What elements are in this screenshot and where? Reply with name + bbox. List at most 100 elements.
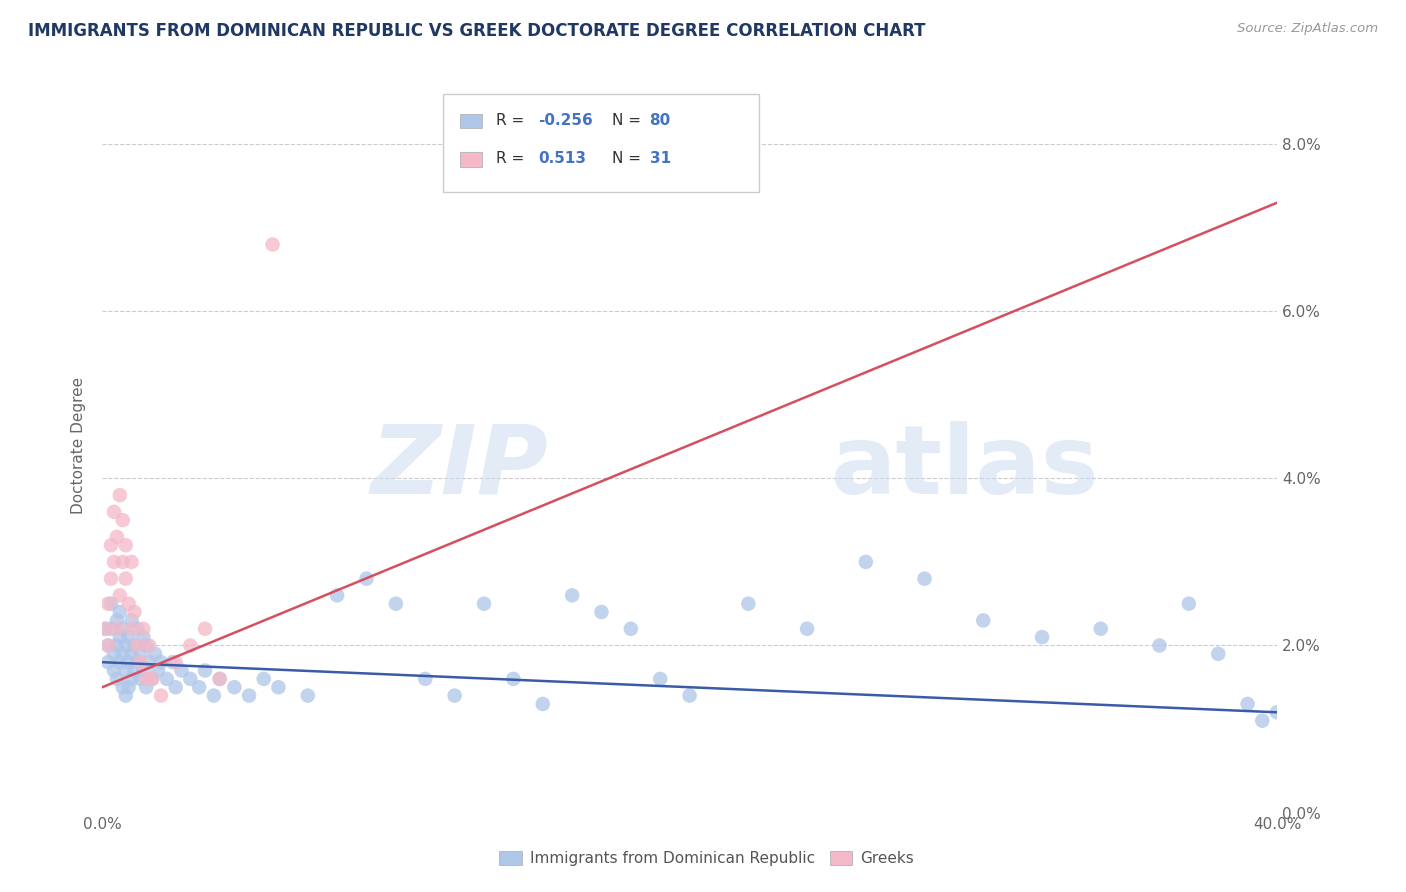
Point [105,614,128,628]
Point [1031,630,1053,644]
Point [591,605,613,619]
Point [1251,714,1274,728]
Text: Greeks: Greeks [860,851,914,865]
Point [117,680,139,694]
Point [194,664,217,678]
Text: Immigrants from Dominican Republic: Immigrants from Dominican Republic [530,851,815,865]
Point [238,689,260,703]
Point [129,655,152,669]
Point [1206,647,1229,661]
Point [135,639,157,653]
Point [132,664,155,678]
Point [108,655,131,669]
Point [100,597,122,611]
Point [127,639,149,653]
Point [1090,622,1112,636]
Text: atlas: atlas [831,420,1099,514]
Point [531,697,554,711]
Point [108,488,131,502]
Point [114,538,136,552]
Point [105,530,128,544]
Point [141,672,163,686]
Point [737,597,759,611]
Point [105,639,128,653]
Point [561,588,583,602]
Point [111,513,134,527]
Point [1236,697,1258,711]
Point [202,689,225,703]
Point [111,622,134,636]
Point [121,647,143,661]
Point [124,664,146,678]
Point [121,614,143,628]
Point [297,689,319,703]
Point [103,664,125,678]
Point [149,689,172,703]
Point [132,630,155,644]
Text: N =: N = [612,152,645,166]
Point [413,672,436,686]
Point [117,630,139,644]
Point [156,672,179,686]
Point [132,622,155,636]
Point [179,639,201,653]
Point [678,689,700,703]
Point [129,672,152,686]
Text: Source: ZipAtlas.com: Source: ZipAtlas.com [1237,22,1378,36]
Point [100,538,122,552]
Point [188,680,211,694]
Point [162,655,184,669]
Point [117,655,139,669]
Point [356,572,378,586]
Point [124,639,146,653]
Point [650,672,672,686]
Point [97,639,120,653]
Point [100,622,122,636]
Text: -0.256: -0.256 [538,113,593,128]
Point [117,597,139,611]
Point [165,655,187,669]
Point [100,572,122,586]
Point [443,689,465,703]
Point [103,647,125,661]
Point [262,237,284,252]
Point [1178,597,1201,611]
Point [914,572,936,586]
Point [165,680,187,694]
Text: 31: 31 [650,152,671,166]
Point [253,672,276,686]
Point [855,555,877,569]
Point [502,672,524,686]
Point [97,655,120,669]
Text: N =: N = [612,113,645,128]
Point [385,597,408,611]
Point [111,647,134,661]
Point [108,630,131,644]
Text: R =: R = [496,152,530,166]
Point [105,622,128,636]
Point [105,672,128,686]
Point [121,622,143,636]
Point [972,614,994,628]
Point [97,639,120,653]
Point [97,597,120,611]
Point [108,605,131,619]
Text: 0.513: 0.513 [538,152,586,166]
Point [129,647,152,661]
Point [103,555,125,569]
Point [194,622,217,636]
Point [141,672,163,686]
Point [170,664,193,678]
Point [135,680,157,694]
Point [208,672,231,686]
Point [179,672,201,686]
Point [326,588,349,602]
Point [94,622,117,636]
Text: 80: 80 [650,113,671,128]
Point [114,639,136,653]
Text: ZIP: ZIP [371,420,548,514]
Point [208,672,231,686]
Point [127,622,149,636]
Point [114,664,136,678]
Point [138,639,160,653]
